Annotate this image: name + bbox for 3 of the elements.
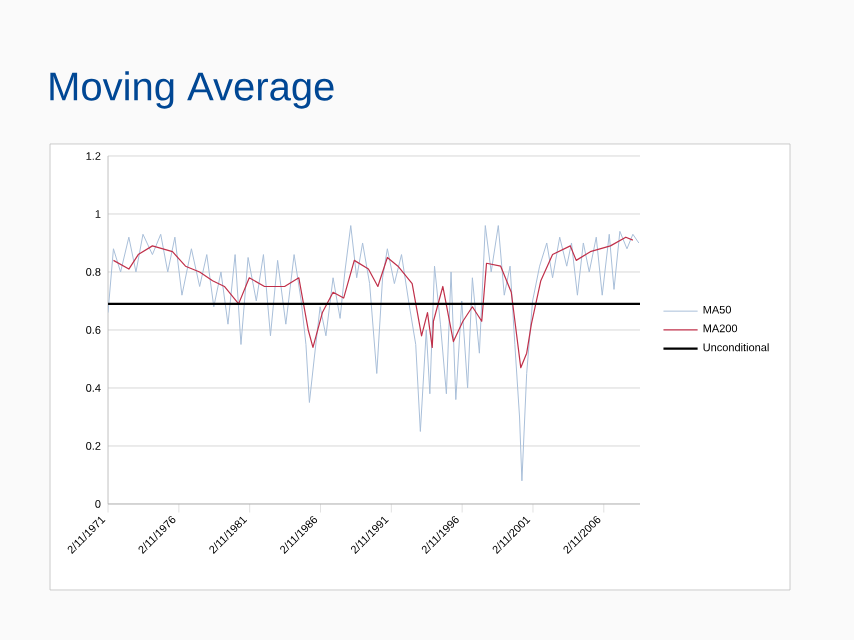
- line-series: [108, 225, 640, 482]
- line-series: [112, 236, 634, 369]
- chart-title: Moving Average: [50, 71, 334, 109]
